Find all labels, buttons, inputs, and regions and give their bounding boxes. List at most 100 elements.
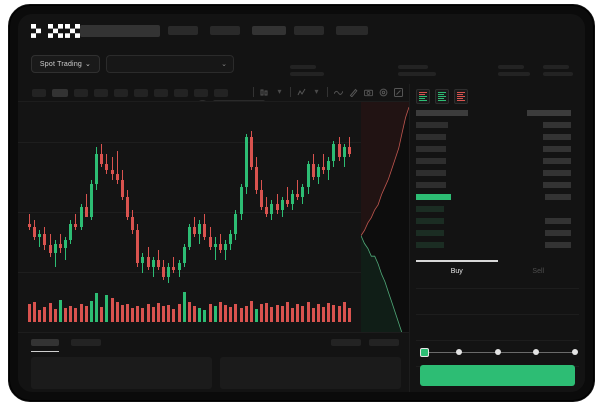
candle-body [146,256,150,267]
indicators-icon[interactable] [297,86,306,98]
timeframe-5[interactable] [114,89,128,97]
camera-icon[interactable] [364,86,373,98]
orderbook-mode-asks[interactable] [454,89,468,104]
chevron-down-icon[interactable]: ▾ [277,87,282,96]
orderbook-row[interactable] [416,194,579,200]
orderbook-cell-left [416,182,446,188]
orderbook-row[interactable] [416,242,579,248]
orderbook-row[interactable] [416,110,579,116]
candle-body [316,167,320,178]
orderbook-mode-both[interactable] [416,89,430,104]
tab-buy[interactable]: Buy [450,268,463,275]
orderbook-row[interactable] [416,218,579,224]
candle [291,102,295,302]
draw-pencil-icon[interactable] [349,86,358,98]
orderbook-row[interactable] [416,158,579,164]
orderbook-row[interactable] [416,206,579,212]
orderbook-row[interactable] [416,146,579,152]
spot-trading-dropdown[interactable]: Spot Trading ⌄ [31,55,100,73]
candle [95,102,99,302]
timeframe-10[interactable] [214,89,228,97]
tab-sell[interactable]: Sell [532,268,545,275]
volume-bar [187,301,191,322]
settings-gear-icon[interactable] [379,86,388,98]
volume-bar [146,304,150,322]
nav-item-4[interactable] [294,26,324,35]
timeframe-2[interactable] [52,89,68,97]
timeframe-8[interactable] [174,89,188,97]
volume-bar [100,307,104,322]
stat-last-price [290,65,324,79]
slider-knob[interactable] [420,348,429,357]
slider-stop-25[interactable] [455,349,462,355]
candle [322,102,326,302]
stat-24h-high-value [498,72,530,76]
volume-bar [275,305,279,322]
volume-bar [84,306,88,322]
okx-logo[interactable] [31,24,80,38]
candle [162,102,166,302]
bottom-action-2[interactable] [369,339,399,346]
candle [193,102,197,302]
orderbook-row[interactable] [416,170,579,176]
orderbook-row[interactable] [416,230,579,236]
candle-body [270,203,274,214]
volume-bar [239,308,243,322]
nav-item-3[interactable] [252,26,286,35]
slider-stop-75[interactable] [533,349,540,355]
order-form-field-3[interactable] [416,340,579,341]
orderbook-cell-right [543,158,571,164]
tab-open-orders[interactable] [31,339,59,352]
device-frame: Spot Trading ⌄ ⌄ ▾ [8,4,595,402]
timeframe-1[interactable] [32,89,46,97]
candle [100,102,104,302]
line-style-icon[interactable] [334,86,343,98]
slider-stop-100[interactable] [572,349,578,355]
nav-item-2[interactable] [210,26,240,35]
nav-item-5[interactable] [336,26,368,35]
timeframe-9[interactable] [194,89,208,97]
stat-24h-change-value [398,72,436,76]
amount-percent-slider[interactable] [420,348,578,358]
gridline-3 [18,272,409,273]
order-form-field-1[interactable] [416,288,579,289]
okx-logo-mark2 [48,24,63,38]
orderbook-row[interactable] [416,134,579,140]
orderbook-mode-bids[interactable] [435,89,449,104]
candle [187,102,191,302]
candle [172,102,176,302]
order-book[interactable] [410,110,585,260]
orderbook-mode-bar [438,94,444,95]
orderbook-cell-left [416,110,468,116]
candle [115,102,119,302]
buy-submit-button[interactable] [420,365,575,386]
candle-body [203,223,207,237]
price-chart[interactable] [18,102,409,332]
timeframe-4[interactable] [94,89,108,97]
timeframe-6[interactable] [134,89,148,97]
nav-item-1[interactable] [168,26,198,35]
orderbook-mode-bar [457,92,465,93]
candle [296,102,300,302]
candle [151,102,155,302]
fullscreen-icon[interactable] [394,86,403,98]
orderbook-row[interactable] [416,182,579,188]
chevron-down-icon[interactable]: ▾ [314,87,319,96]
search-input[interactable] [80,25,160,37]
tab-order-history[interactable] [71,339,101,346]
order-form-field-2[interactable] [416,314,579,315]
slider-stop-50[interactable] [494,349,501,355]
timeframe-7[interactable] [154,89,168,97]
candle-body [322,167,326,171]
trading-pair-dropdown[interactable]: ⌄ [106,55,234,73]
candle [182,102,186,302]
volume-bar [43,307,47,322]
orderbook-cell-left [416,242,444,248]
orderbook-row[interactable] [416,122,579,128]
candle-wick [152,256,154,277]
candlestick-icon[interactable] [260,86,269,98]
gridline-2 [18,212,409,213]
timeframe-3[interactable] [74,89,88,97]
bottom-action-1[interactable] [331,339,361,346]
candle [131,102,135,302]
